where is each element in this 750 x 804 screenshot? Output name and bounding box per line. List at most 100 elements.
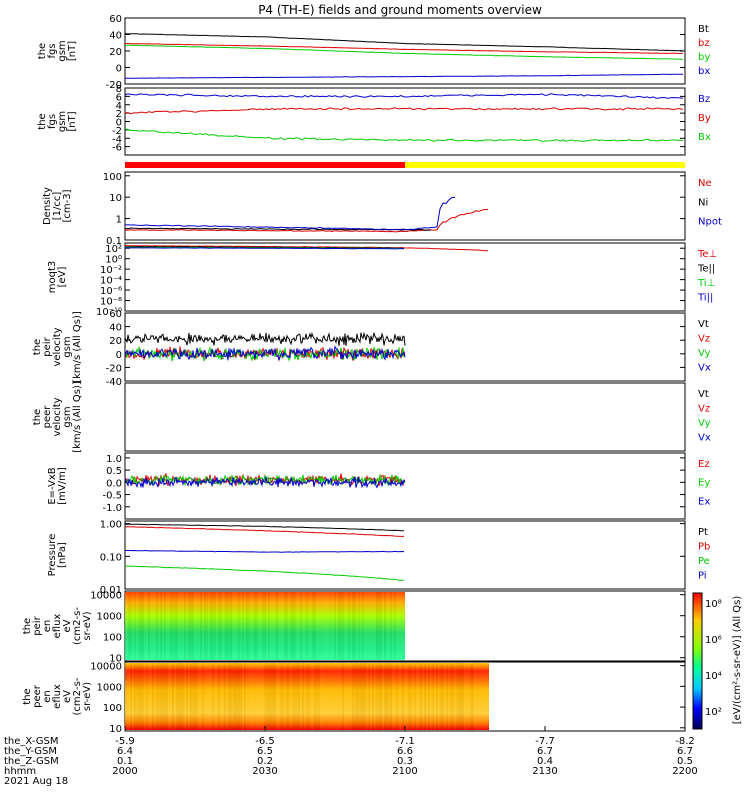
x-tick-label: 0.2 — [257, 756, 273, 767]
y-tick-label: -1.0 — [102, 503, 122, 514]
y-tick-label: -20 — [106, 363, 122, 374]
y-axis-label: gsm — [62, 336, 73, 357]
y-tick-label: 100 — [103, 172, 122, 183]
colorbar-tick-label: 10⁶ — [705, 635, 722, 646]
y-tick-label: 10² — [105, 244, 122, 255]
panel-p9 — [124, 590, 686, 662]
panel-p10 — [124, 661, 686, 732]
y-axis-label: gsm — [62, 406, 73, 427]
x-tick-label: -5.9 — [115, 736, 135, 747]
y-tick-label: 4 — [116, 101, 122, 112]
y-tick-label: 1000 — [97, 682, 122, 693]
colorbar-label: [eV/(cm²-s-sr-eV)] (All Qs) — [732, 596, 743, 725]
y-axis-label: [1/cc] — [52, 192, 63, 221]
legend-vz: Vz — [698, 404, 710, 415]
y-tick-label: 2 — [116, 109, 122, 120]
y-tick-label: -6 — [112, 143, 122, 154]
y-axis-label: moqt3 — [47, 261, 58, 294]
series-line-ex — [124, 476, 406, 489]
colorbar-tick-label: 10⁸ — [705, 599, 722, 610]
panel-frame — [124, 520, 686, 590]
legend-pb: Pb — [698, 542, 710, 553]
legend-ez: Ez — [698, 459, 710, 470]
y-tick-label: 1.00 — [100, 520, 122, 531]
x-tick-label: 2100 — [392, 766, 417, 777]
y-axis-label: Density — [42, 187, 53, 225]
y-axis-label: eflux — [52, 614, 63, 639]
y-axis-label: the — [32, 409, 43, 425]
y-tick-label: 10 — [109, 193, 122, 204]
y-axis-label: eflux — [52, 684, 63, 709]
x-tick-label: 6.4 — [117, 746, 133, 757]
mode-bar-segment — [125, 162, 405, 168]
y-tick-label: 10 — [109, 654, 122, 665]
panel-frame — [124, 382, 686, 452]
y-tick-label: 10000 — [90, 591, 122, 602]
panel-frame — [124, 242, 686, 312]
y-axis-label: [eV] — [57, 267, 68, 288]
series-line-ey — [124, 474, 406, 487]
colorbar — [692, 592, 703, 730]
x-tick-label: 0.5 — [677, 756, 693, 767]
y-axis-label: sr-eV) — [82, 682, 93, 711]
y-tick-label: 1000 — [97, 612, 122, 623]
y-axis-label: [km/s (All Qs)] — [72, 381, 83, 453]
y-axis-label: eV — [62, 619, 73, 632]
y-axis-label: the — [32, 339, 43, 355]
panel-frame — [124, 171, 686, 241]
y-axis-label: Pressure — [47, 534, 58, 577]
legend-ey: Ey — [698, 478, 710, 489]
panel-frame — [124, 312, 686, 382]
heatmap-p9 — [125, 592, 405, 660]
panel-p3 — [124, 171, 686, 241]
series-line-npot — [124, 196, 456, 231]
x-row-label: hhmm — [4, 766, 36, 777]
x-row-label: the_Y-GSM — [4, 746, 57, 757]
y-axis-label: the — [22, 618, 33, 634]
series-line-bz — [124, 42, 684, 55]
x-tick-label: 0.3 — [397, 756, 413, 767]
x-tick-label: 6.7 — [677, 746, 693, 757]
legend-ne: Ne — [698, 178, 712, 189]
legend-bz: bz — [698, 38, 710, 49]
y-axis-label: eV — [62, 690, 73, 703]
colorbar-tick-label: 10² — [705, 707, 722, 718]
series-line-pe — [124, 565, 404, 581]
legend-ex: Ex — [698, 496, 710, 507]
y-tick-label: 0 — [116, 118, 122, 129]
y-axis-label: gsm — [57, 111, 68, 132]
y-axis-label: the — [37, 43, 48, 59]
y-axis-label: en — [42, 690, 53, 703]
series-line-vt — [124, 331, 406, 346]
y-tick-label: -0.5 — [102, 491, 122, 502]
y-axis-label: gsm — [57, 40, 68, 61]
panel-p7 — [124, 452, 686, 520]
y-axis-label: velocity — [52, 327, 63, 366]
y-tick-label: -40 — [106, 377, 122, 388]
legend-te⊥: Te⊥ — [697, 249, 717, 260]
x-tick-label: -8.2 — [675, 736, 695, 747]
y-axis-label: [nT] — [67, 41, 78, 61]
x-tick-label: 2130 — [532, 766, 557, 777]
series-line-bz — [124, 93, 684, 99]
x-tick-label: 2200 — [672, 766, 697, 777]
x-tick-label: 6.7 — [537, 746, 553, 757]
legend-by: by — [698, 52, 710, 63]
panel-p5 — [124, 312, 686, 382]
y-tick-label: 20 — [109, 336, 122, 347]
y-tick-label: 60 — [109, 309, 122, 320]
series-line-te⊥ — [124, 245, 488, 252]
x-tick-label: -6.5 — [255, 736, 275, 747]
x-tick-label: 6.6 — [397, 746, 413, 757]
y-tick-label: 10 — [109, 724, 122, 735]
y-axis-label: peir — [32, 615, 43, 635]
legend-vz: Vz — [698, 334, 710, 345]
legend-ti||: Ti|| — [697, 293, 713, 304]
y-tick-label: 40 — [109, 323, 122, 334]
y-tick-label: 10⁻⁸ — [100, 297, 122, 308]
y-axis-label: fgs — [47, 43, 58, 58]
x-tick-label: 2000 — [112, 766, 137, 777]
panel-p1 — [124, 17, 686, 85]
y-tick-label: 10000 — [90, 662, 122, 673]
y-axis-label: [nT] — [67, 111, 78, 131]
